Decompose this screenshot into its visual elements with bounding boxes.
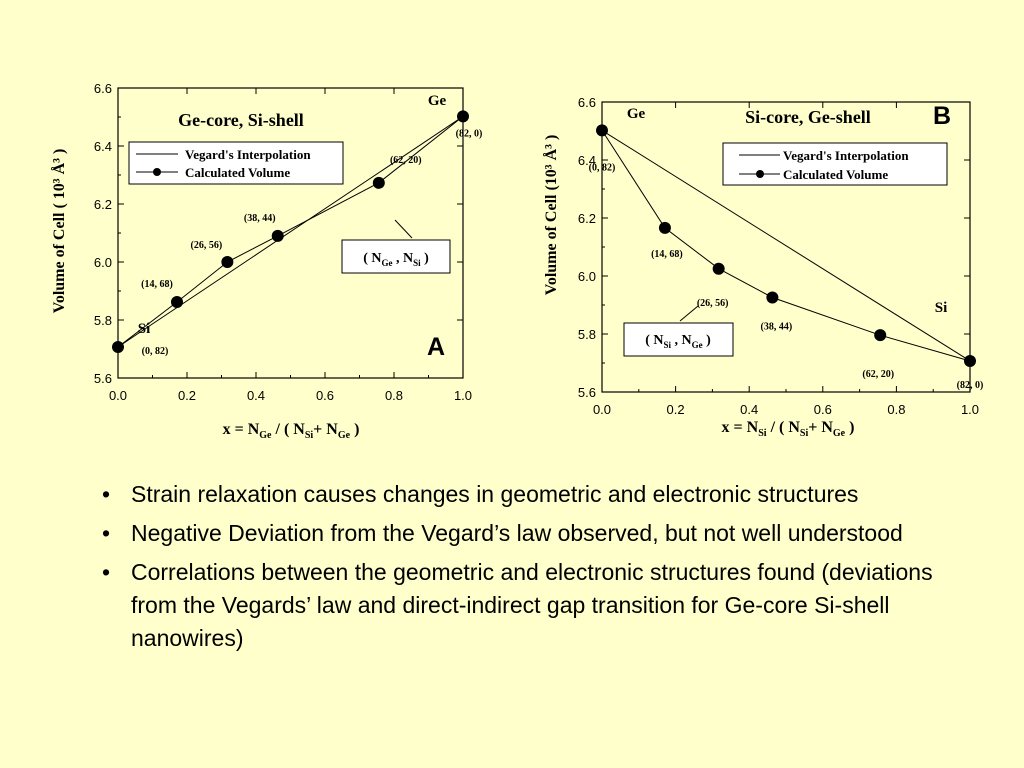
chart-a-axes: 0.0 0.2 0.4 0.6 0.8 1.0 5.6 5.8 6.0 6.2 6.4 6.6 [94, 81, 472, 403]
chart-a-legend-calculated: Calculated Volume [185, 165, 290, 180]
chart-b-xtick-label: 0.0 [593, 402, 611, 417]
chart-b-point-label: (14, 68) [651, 249, 683, 260]
chart-a-calculated-point [457, 110, 469, 123]
chart-b-ytick-label: 5.8 [578, 327, 596, 342]
chart-b-xtick-label: 0.8 [887, 402, 905, 417]
chart-b-calculated-point [658, 221, 671, 234]
chart-a-ytick-label: 6.0 [94, 255, 112, 270]
chart-b-point-label: (26, 56) [697, 298, 729, 309]
chart-a-ytick-label: 5.8 [94, 313, 112, 328]
chart-b-ylabel: Volume of Cell (10³ Å³ ) [542, 135, 560, 296]
chart-a-panel-label: A [427, 333, 445, 361]
bullet-list: Strain relaxation causes changes in geom… [100, 478, 980, 661]
chart-a-xtick-label: 0.2 [178, 388, 196, 403]
chart-b-legend-calculated: Calculated Volume [783, 167, 888, 182]
chart-b-vegard-line [601, 129, 971, 362]
chart-a-xtick-label: 0.6 [316, 388, 334, 403]
chart-a-calculated-point [170, 296, 183, 309]
chart-b-calculated-point [766, 291, 779, 304]
bullet-item: Correlations between the geometric and e… [100, 556, 980, 655]
chart-b-calculated-point [712, 262, 725, 275]
chart-a-point-label: (38, 44) [244, 213, 276, 224]
chart-a-ytick-label: 6.6 [94, 81, 112, 96]
chart-a-ytick-label: 5.6 [94, 371, 112, 386]
chart-b-ytick-label: 5.6 [578, 385, 596, 400]
chart-a-xtick-label: 0.4 [247, 388, 265, 403]
chart-b-legend-vegard: Vegard's Interpolation [783, 148, 909, 163]
bullet-item: Negative Deviation from the Vegard’s law… [100, 517, 980, 550]
chart-a-point-label: (26, 56) [191, 240, 223, 251]
chart-b-calculated-line [601, 130, 971, 362]
chart-b-panel-label: B [933, 102, 951, 130]
svg-text:( NGe , NSi ): ( NGe , NSi ) [363, 251, 429, 268]
svg-text:( NSi , NGe ): ( NSi , NGe ) [645, 333, 711, 350]
chart-b-point-label: (38, 44) [761, 321, 793, 332]
chart-a-point-label: (0, 82) [142, 346, 169, 357]
chart-b-ytick-label: 6.2 [578, 211, 596, 226]
chart-a-ytick-label: 6.2 [94, 197, 112, 212]
chart-a-title: Ge-core, Si-shell [178, 110, 304, 130]
chart-b-ytick-label: 6.0 [578, 269, 596, 284]
chart-a-marks: (0, 82) (14, 68) (26, 56) (38, 44) (62, 20) (… [112, 110, 482, 357]
chart-a-xtick-label: 0.8 [385, 388, 403, 403]
chart-a-ge-label: Ge [428, 93, 447, 109]
chart-a-calculated-point [271, 229, 284, 242]
chart-b-marks: (0, 82) (14, 68) (26, 56) (38, 44) (62, 20) (… [589, 124, 984, 391]
chart-a-xtick-label: 1.0 [454, 388, 472, 403]
chart-a-point-label: (62, 20) [390, 155, 422, 166]
chart-a-ylabel: Volume of Cell ( 10³ Å³ ) [50, 149, 68, 314]
chart-b-point-label: (0, 82) [589, 162, 616, 173]
chart-b-calculated-point [964, 354, 976, 367]
chart-a-vegard-line [117, 116, 464, 348]
chart-a-legend: Vegard's Interpolation Calculated Volume [128, 141, 344, 185]
chart-b-title: Si-core, Ge-shell [745, 107, 871, 127]
chart-a-xtick-label: 0.0 [109, 388, 127, 403]
chart-a-si-label: Si [138, 321, 151, 337]
chart-a: 0.0 0.2 0.4 0.6 0.8 1.0 5.6 5.8 6.0 6.2 6.4 6.6 (0,… [50, 81, 482, 441]
chart-a-point-label: (82, 0) [456, 128, 483, 139]
chart-b-xtick-label: 0.4 [740, 402, 758, 417]
chart-a-plot-frame [117, 87, 464, 379]
chart-a-calculated-point [372, 176, 385, 189]
chart-b-xlabel: x = NSi / ( NSi+ NGe ) [722, 419, 855, 439]
chart-a-point-label: (14, 68) [141, 279, 173, 290]
chart-b-annotation-box: ( NSi , NGe ) [623, 305, 734, 357]
chart-b-calculated-point [874, 329, 887, 342]
chart-a-xlabel: x = NGe / ( NSi+ NGe ) [223, 421, 360, 441]
chart-a-ytick-label: 6.4 [94, 139, 112, 154]
chart-b-xtick-label: 0.2 [667, 402, 685, 417]
chart-b-legend: Vegard's Interpolation Calculated Volume [722, 142, 948, 186]
chart-b-axes: 0.0 0.2 0.4 0.6 0.8 1.0 5.6 5.8 6.0 6.2 6.4 6.6 [578, 95, 979, 417]
chart-b-ytick-label: 6.6 [578, 95, 596, 110]
chart-b-xtick-label: 1.0 [961, 402, 979, 417]
chart-b-point-label: (82, 0) [957, 380, 984, 391]
chart-a-calculated-point [112, 340, 124, 353]
chart-b: 0.0 0.2 0.4 0.6 0.8 1.0 5.6 5.8 6.0 6.2 6.4 6.6 (0,… [542, 95, 984, 439]
chart-b-calculated-point [596, 124, 608, 137]
chart-b-si-label: Si [935, 300, 948, 316]
chart-a-calculated-line [117, 116, 464, 348]
chart-a-annotation-box: ( NGe , NSi ) [341, 219, 451, 274]
chart-b-ytick-label: 6.4 [578, 153, 596, 168]
chart-b-xtick-label: 0.6 [814, 402, 832, 417]
chart-b-point-label: (62, 20) [862, 369, 894, 380]
bullet-item: Strain relaxation causes changes in geom… [100, 478, 980, 511]
chart-b-ge-label: Ge [627, 106, 646, 122]
chart-a-legend-vegard: Vegard's Interpolation [185, 147, 311, 162]
chart-a-calculated-point [221, 256, 234, 268]
